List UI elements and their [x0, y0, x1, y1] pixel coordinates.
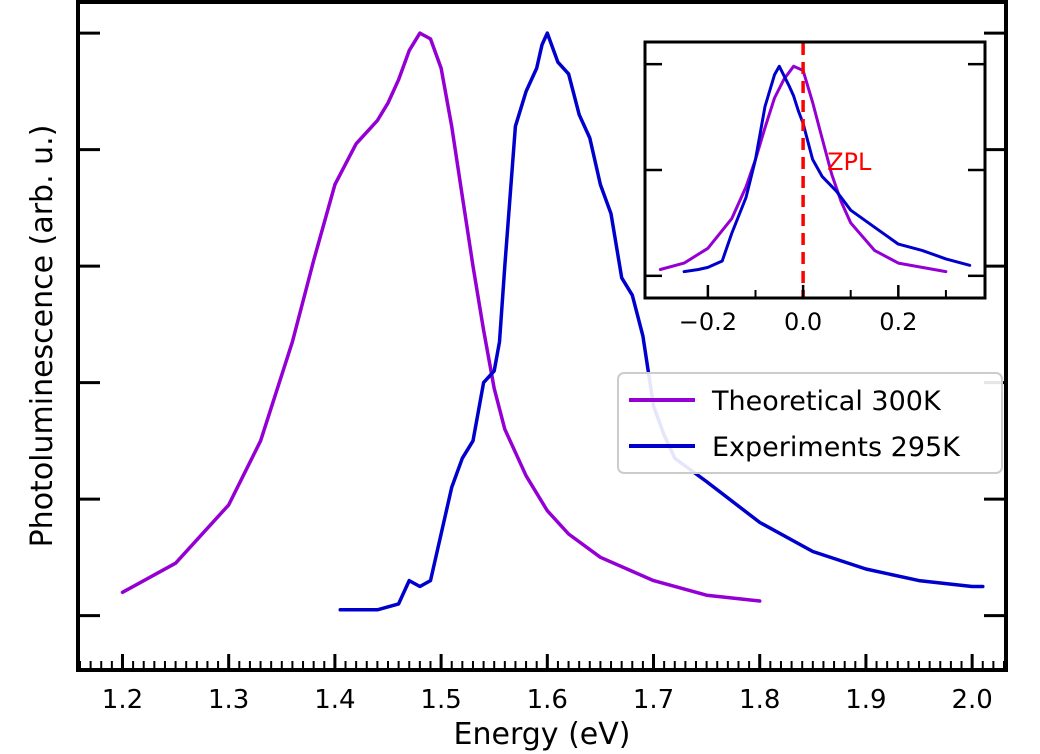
inset-series-lines: [658, 64, 972, 274]
main-plot-frame: [76, 0, 1008, 672]
inset-annotations: ZPL: [801, 43, 872, 297]
legend-box: [617, 372, 1003, 474]
x-tick-label-1-4: 1.4: [314, 685, 355, 715]
legend: Theoretical 300K Experiments 295K: [617, 372, 1003, 474]
x-axis-label: Energy (eV): [454, 717, 631, 752]
inset-x-tick-label-0-2: −0.2: [679, 308, 737, 336]
x-tick-label-1-7: 1.7: [633, 685, 674, 715]
inset-axis-ticks: −0.2 0.0 0.2: [646, 62, 984, 336]
inset-plot-frame: [643, 40, 987, 300]
y-axis-label: Photoluminescence (arb. u.): [25, 125, 60, 548]
main-axis-ticks: 1.2 1.3 1.4 1.5 1.6 1.7 1.8 1.9 2.0: [79, 31, 1005, 715]
inset-plot-area: ZPL −0.2 0.0 0.2: [643, 40, 987, 336]
inset-plot-background: [645, 42, 985, 298]
x-tick-label-1-3: 1.3: [208, 685, 249, 715]
x-tick-label-1-5: 1.5: [420, 685, 461, 715]
x-tick-label-1-9: 1.9: [845, 685, 886, 715]
x-tick-label-2-0: 2.0: [951, 685, 992, 715]
inset-x-tick-label-0-2: 0.2: [879, 308, 917, 336]
x-tick-label-1-6: 1.6: [527, 685, 568, 715]
x-tick-label-1-8: 1.8: [739, 685, 780, 715]
main-plot-area: 1.2 1.3 1.4 1.5 1.6 1.7 1.8 1.9 2.0: [76, 0, 1008, 715]
legend-label-theoretical: Theoretical 300K: [711, 386, 942, 417]
inset-series-line-theoretical-300k: [658, 64, 948, 274]
inset-series-line-experiments-295k: [682, 64, 972, 274]
legend-label-experiments: Experiments 295K: [712, 432, 961, 463]
inset-x-tick-label-0-0: 0.0: [784, 308, 822, 336]
x-tick-label-1-2: 1.2: [102, 685, 143, 715]
zpl-label: ZPL: [827, 148, 872, 176]
series-line-theoretical-300k: [120, 31, 762, 603]
